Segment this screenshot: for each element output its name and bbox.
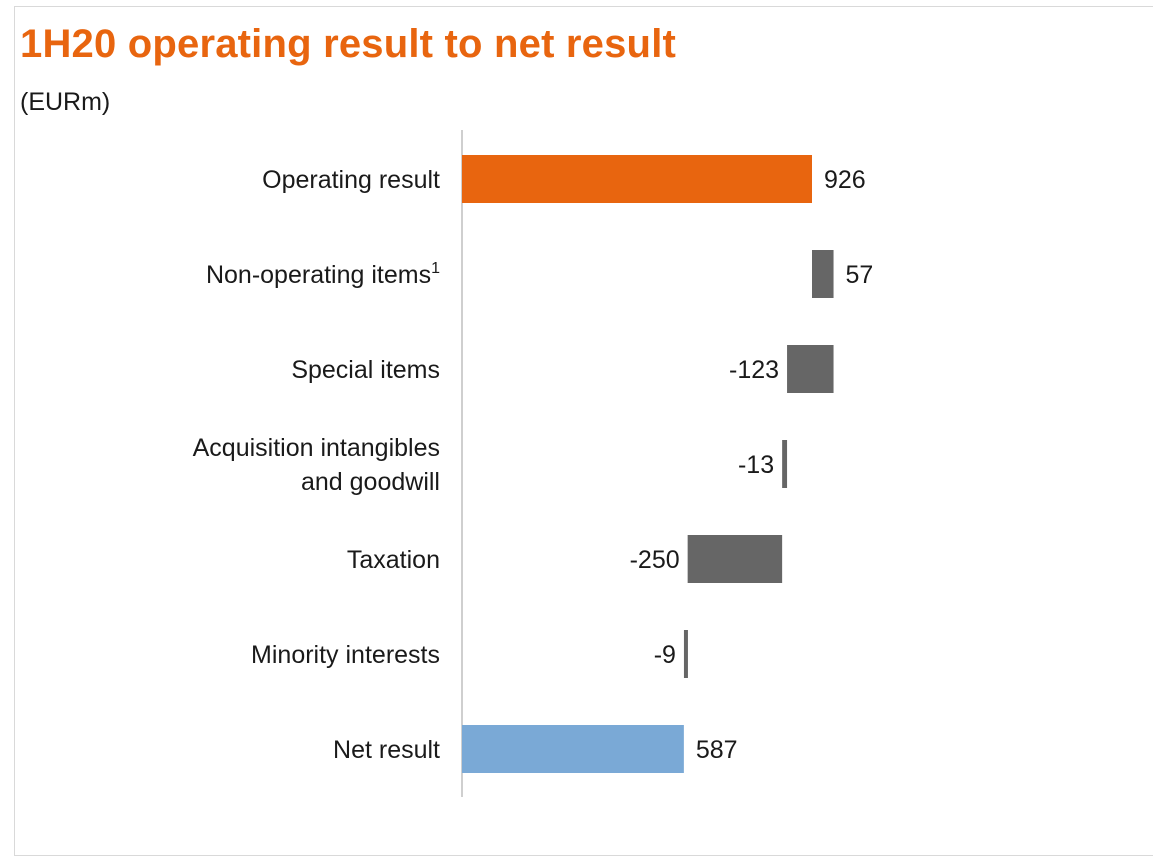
footnote-marker-1: 1 — [431, 260, 440, 277]
bar-1 — [812, 250, 834, 298]
value-label-4: -250 — [630, 546, 680, 574]
bar-2 — [787, 345, 834, 393]
value-label-0: 926 — [824, 166, 866, 194]
bar-4 — [687, 535, 783, 583]
category-label-3-line-0: Acquisition intangibles — [193, 434, 440, 462]
value-label-3: -13 — [738, 451, 774, 479]
category-label-5: Minority interests — [251, 641, 440, 669]
value-label-2: -123 — [729, 356, 779, 384]
category-label-6: Net result — [333, 736, 440, 764]
unit-label: (EURm) — [20, 88, 111, 116]
chart-frame — [14, 6, 1153, 856]
category-label-0: Operating result — [262, 166, 440, 194]
chart-title: 1H20 operating result to net result — [20, 22, 677, 66]
value-label-5: -9 — [654, 641, 676, 669]
bar-0 — [462, 155, 812, 203]
category-label-3-line-1: and goodwill — [301, 468, 440, 496]
bar-3 — [782, 440, 788, 488]
value-label-1: 57 — [846, 261, 874, 289]
category-label-1: Non-operating items1 — [206, 260, 440, 289]
bar-6 — [462, 725, 684, 773]
value-label-6: 587 — [696, 736, 738, 764]
category-label-2: Special items — [291, 356, 440, 384]
category-label-4: Taxation — [347, 546, 440, 574]
bar-5 — [683, 630, 688, 678]
